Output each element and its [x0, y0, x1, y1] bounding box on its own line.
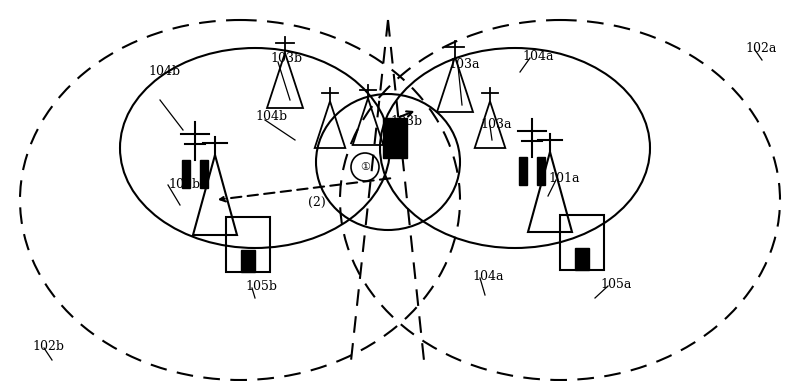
Text: 104b: 104b [148, 65, 180, 78]
Polygon shape [383, 118, 407, 158]
Text: 103b: 103b [270, 52, 302, 65]
Text: 103a: 103a [480, 118, 511, 131]
Text: 104b: 104b [255, 110, 287, 123]
Text: (2): (2) [308, 196, 326, 209]
Text: 104a: 104a [472, 270, 503, 283]
Polygon shape [537, 157, 545, 185]
Text: 105b: 105b [245, 280, 277, 293]
Text: 104a: 104a [522, 50, 554, 63]
Polygon shape [200, 160, 208, 188]
Polygon shape [182, 160, 190, 188]
Text: 105a: 105a [600, 278, 631, 291]
Text: ①: ① [360, 162, 370, 172]
Polygon shape [575, 248, 589, 270]
Text: 102b: 102b [32, 340, 64, 353]
Text: 101b: 101b [168, 178, 200, 191]
Text: 101a: 101a [548, 172, 579, 185]
Polygon shape [519, 157, 527, 185]
Text: 103b: 103b [390, 115, 422, 128]
Polygon shape [241, 250, 255, 272]
Text: 102a: 102a [745, 42, 776, 55]
Text: 103a: 103a [448, 58, 479, 71]
